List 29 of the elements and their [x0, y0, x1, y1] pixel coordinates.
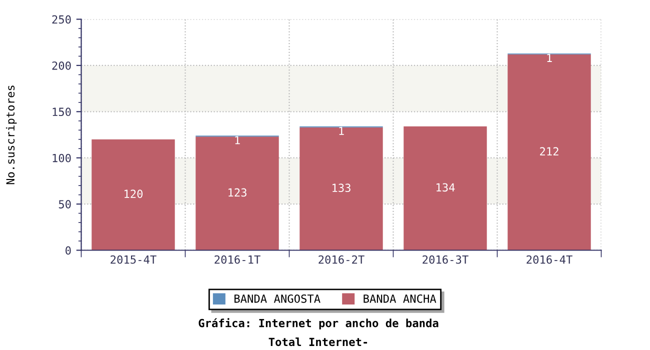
- text: Gráfica: Internet por ancho de banda: [198, 318, 438, 330]
- data-label: 212: [540, 147, 558, 156]
- bar: [196, 136, 279, 250]
- x-tick-label: 2016-3T: [422, 255, 468, 264]
- x-tick-label: 2015-4T: [110, 255, 156, 264]
- y-axis-title: No.suscriptores: [6, 86, 17, 184]
- data-label: 1: [235, 136, 240, 144]
- x-tick-label: 2016-1T: [214, 255, 260, 264]
- data-label: 120: [124, 190, 143, 198]
- y-tick-label: 250: [52, 15, 71, 24]
- y-tick-label: 0: [66, 246, 71, 255]
- data-label: 123: [228, 188, 246, 197]
- bar: [92, 139, 175, 250]
- legend-label: BANDA ANGOSTA: [234, 294, 320, 303]
- x-tick-label: 2016-4T: [526, 255, 572, 264]
- data-label: 133: [332, 184, 350, 192]
- x-tick-label: 2016-2T: [318, 255, 364, 264]
- data-label: 1: [339, 126, 344, 135]
- y-tick-label: 150: [52, 108, 71, 116]
- y-tick-label: 100: [52, 154, 71, 162]
- bar: [404, 126, 487, 250]
- data-label: 134: [436, 183, 455, 192]
- data-label: 1: [547, 54, 552, 62]
- legend-label: BANDA ANCHA: [364, 294, 436, 303]
- bar: [300, 127, 383, 250]
- y-tick-label: 200: [52, 61, 71, 70]
- text: Total Internet-: [268, 337, 368, 346]
- bar: [508, 54, 591, 250]
- y-tick-label: 50: [58, 200, 71, 208]
